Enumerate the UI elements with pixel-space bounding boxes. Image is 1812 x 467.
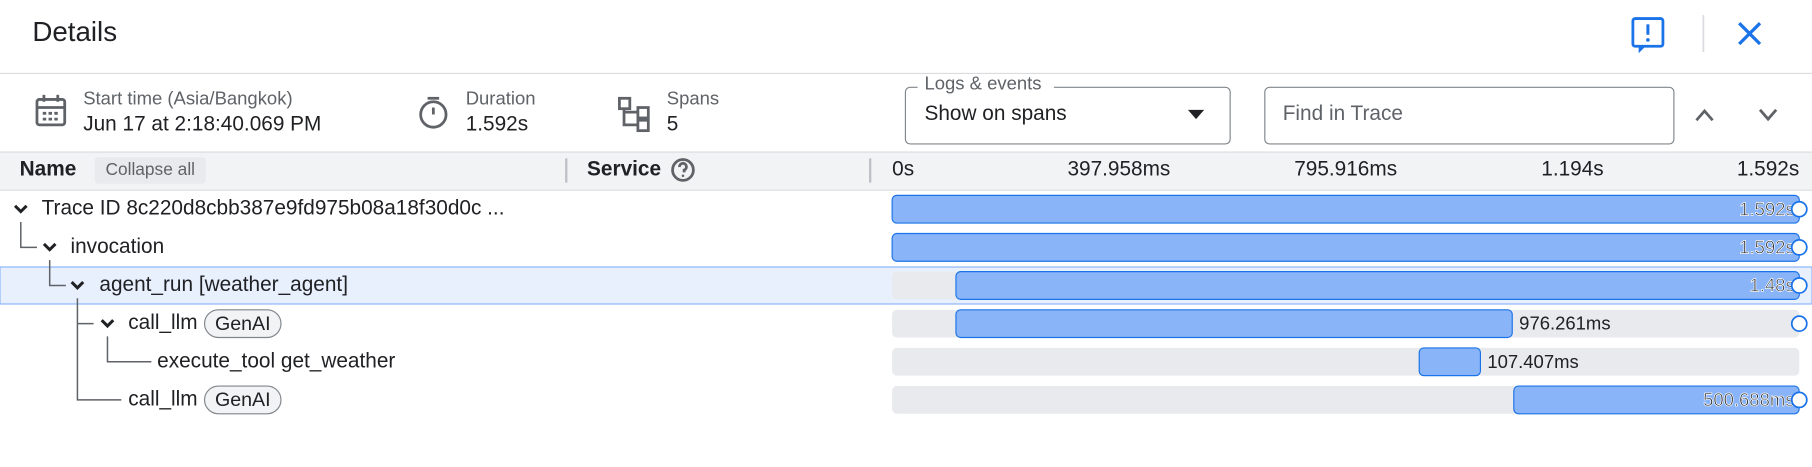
name-column: Name	[20, 157, 77, 180]
span-bar	[891, 194, 1800, 224]
duration-label: 1.48s	[1749, 275, 1794, 296]
service-column: Service	[587, 157, 661, 180]
timeline-tick-label: 795.916ms	[1294, 157, 1397, 180]
duration-label: 500.688ms	[1703, 389, 1794, 410]
span-name: invocation	[70, 235, 164, 258]
search-placeholder: Find in Trace	[1283, 102, 1403, 125]
duration-label: Duration	[466, 87, 536, 108]
timeline-tick-label: 0s	[892, 157, 914, 180]
expand-chevron[interactable]	[13, 204, 28, 214]
next-button[interactable]	[1758, 108, 1778, 122]
end-marker	[1790, 315, 1808, 333]
start-time-label: Start time (Asia/Bangkok)	[83, 87, 292, 108]
close-button[interactable]	[1738, 22, 1762, 46]
tag-chip	[203, 385, 282, 415]
span-name: call_llm	[128, 311, 197, 334]
duration-label: 107.407ms	[1487, 351, 1578, 372]
spans-value: 5	[667, 112, 679, 135]
stopwatch-icon	[419, 96, 448, 129]
tag-chip	[203, 309, 282, 339]
logs-events-select[interactable]: Logs & events Show on spans	[904, 72, 1231, 145]
prev-button[interactable]	[1695, 108, 1714, 122]
span-name: Trace ID 8c220d8cbb387e9fd975b08a18f30d0…	[42, 197, 505, 220]
span-bar	[955, 309, 1513, 339]
span-bar	[955, 271, 1800, 300]
timeline-tick-label: 1.194s	[1541, 157, 1603, 180]
expand-chevron[interactable]	[70, 280, 85, 290]
table-header	[0, 151, 1812, 190]
end-marker	[1790, 200, 1808, 218]
collapse-all-label: Collapse all	[105, 159, 195, 179]
feedback-button[interactable]	[1631, 17, 1665, 54]
expand-chevron[interactable]	[100, 319, 115, 329]
select-label: Logs & events	[924, 72, 1041, 93]
search-input[interactable]: Find in Trace	[1264, 86, 1675, 145]
span-bar	[1418, 347, 1481, 377]
spans-icon	[618, 96, 650, 133]
select-value: Show on spans	[924, 102, 1066, 125]
span-name: execute_tool get_weather	[157, 349, 395, 372]
spans-label: Spans	[667, 87, 719, 108]
duration-label: 1.592s	[1739, 236, 1794, 257]
span-name: call_llm	[128, 387, 197, 410]
collapse-all-button[interactable]: Collapse all	[94, 157, 206, 184]
tag-label: GenAI	[215, 389, 271, 411]
end-marker	[1790, 238, 1808, 256]
end-marker	[1790, 277, 1808, 294]
duration-label: 976.261ms	[1519, 313, 1610, 334]
tag-label: GenAI	[215, 313, 271, 335]
duration-label: 1.592s	[1739, 198, 1794, 219]
expand-chevron[interactable]	[42, 242, 57, 252]
start-time-value: Jun 17 at 2:18:40.069 PM	[83, 112, 321, 135]
end-marker	[1790, 391, 1808, 409]
timeline-track	[892, 347, 1800, 376]
calendar-icon	[35, 94, 67, 127]
span-name: agent_run [weather_agent]	[99, 273, 348, 296]
timeline-tick-label: 1.592s	[1737, 157, 1799, 180]
duration-value: 1.592s	[466, 112, 528, 135]
span-bar	[891, 232, 1800, 262]
timeline-tick-label: 397.958ms	[1067, 157, 1170, 180]
panel-title: Details	[32, 16, 117, 47]
tree-connectors	[20, 221, 152, 401]
help-icon[interactable]	[671, 158, 695, 182]
